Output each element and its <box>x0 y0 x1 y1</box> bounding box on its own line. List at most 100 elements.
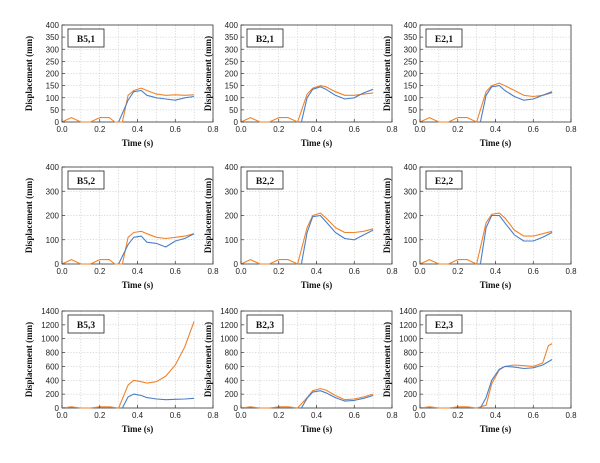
y-tick-label: 600 <box>46 362 60 371</box>
chart-panel: 0.0 0.2 0.4 0.6 0.8 0 100 200 300 400 Time (s) Disp… <box>24 163 219 290</box>
y-tick-label: 1200 <box>220 321 238 330</box>
y-tick-label: 600 <box>404 362 418 371</box>
y-tick-label: 0 <box>55 404 60 413</box>
chart-panel: 0.0 0.2 0.4 0.6 0.8 0 50 100 150 200 250 300 350 400 T… <box>382 21 577 148</box>
y-axis-title: Displacement (mm) <box>24 178 34 253</box>
x-tick-label: 0.4 <box>490 411 502 420</box>
y-tick-label: 300 <box>404 45 418 54</box>
x-tick-label: 0.8 <box>207 267 219 276</box>
y-tick-label: 150 <box>46 82 60 91</box>
series-line-blue <box>300 390 374 409</box>
x-tick-label: 0.8 <box>565 125 577 134</box>
y-tick-label: 50 <box>50 106 59 115</box>
x-axis-title: Time (s) <box>122 138 154 148</box>
y-tick-label: 400 <box>225 163 239 172</box>
y-tick-label: 1400 <box>399 307 417 316</box>
x-tick-label: 0.2 <box>273 411 285 420</box>
y-tick-label: 1400 <box>220 307 238 316</box>
x-tick-label: 0.2 <box>94 411 106 420</box>
x-tick-label: 0.4 <box>132 411 144 420</box>
y-tick-label: 200 <box>404 390 418 399</box>
y-tick-label: 350 <box>225 33 239 42</box>
y-tick-label: 200 <box>404 212 418 221</box>
panel-label-box <box>67 170 105 190</box>
y-tick-label: 350 <box>46 33 60 42</box>
y-tick-label: 100 <box>404 94 418 103</box>
y-axis-title: Displacement (mm) <box>24 36 34 111</box>
series-line-orange <box>61 87 195 123</box>
y-tick-label: 0 <box>413 404 418 413</box>
panel-label: E2,3 <box>435 321 453 331</box>
y-tick-label: 100 <box>46 236 60 245</box>
y-tick-label: 100 <box>404 236 418 245</box>
x-tick-label: 0.6 <box>349 267 361 276</box>
y-tick-label: 0 <box>55 260 60 269</box>
x-tick-label: 0.0 <box>235 267 247 276</box>
x-tick-label: 0.0 <box>56 411 68 420</box>
y-tick-label: 1000 <box>399 335 417 344</box>
series-line-blue <box>118 233 195 265</box>
panel-label: B2,1 <box>256 35 274 45</box>
x-tick-label: 0.6 <box>528 267 540 276</box>
series-line-blue <box>479 359 553 409</box>
series-line-blue <box>479 214 553 265</box>
panel-label-box <box>246 314 284 334</box>
chart-panel: 0.0 0.2 0.4 0.6 0.8 0 200 400 600 800 1000 1200 1400… <box>24 307 219 434</box>
x-tick-label: 0.8 <box>565 267 577 276</box>
y-tick-label: 800 <box>46 349 60 358</box>
series-line-blue <box>300 86 374 123</box>
x-tick-label: 0.2 <box>273 267 285 276</box>
panel-label: E2,2 <box>435 177 453 187</box>
x-tick-label: 0.2 <box>94 125 106 134</box>
y-tick-label: 200 <box>225 212 239 221</box>
x-axis-title: Time (s) <box>301 280 333 290</box>
y-tick-label: 400 <box>404 376 418 385</box>
y-tick-label: 0 <box>413 118 418 127</box>
y-tick-label: 400 <box>46 376 60 385</box>
chart-panel: 0.0 0.2 0.4 0.6 0.8 0 50 100 150 200 250 300 350 400 T… <box>203 21 398 148</box>
x-tick-label: 0.0 <box>56 125 68 134</box>
series-line-orange <box>419 343 553 409</box>
chart-panel: 0.0 0.2 0.4 0.6 0.8 0 200 400 600 800 1000 1200 1400… <box>382 307 577 434</box>
y-tick-label: 200 <box>46 390 60 399</box>
y-tick-label: 800 <box>225 349 239 358</box>
x-axis-title: Time (s) <box>480 138 512 148</box>
y-tick-label: 250 <box>404 57 418 66</box>
y-tick-label: 300 <box>225 187 239 196</box>
y-tick-label: 100 <box>225 236 239 245</box>
series-line-blue <box>121 393 195 409</box>
x-tick-label: 0.8 <box>207 411 219 420</box>
panel-label-box <box>425 28 463 48</box>
y-tick-label: 300 <box>46 187 60 196</box>
x-tick-label: 0.8 <box>207 125 219 134</box>
series-line-blue <box>300 214 374 265</box>
x-tick-label: 0.8 <box>386 267 398 276</box>
y-tick-label: 50 <box>229 106 238 115</box>
y-tick-label: 300 <box>404 187 418 196</box>
y-axis-title: Displacement (mm) <box>382 322 392 397</box>
series-line-orange <box>419 212 553 265</box>
panel-label-box <box>246 170 284 190</box>
x-axis-title: Time (s) <box>122 424 154 434</box>
chart-panel: 0.0 0.2 0.4 0.6 0.8 0 50 100 150 200 250 300 350 400 T… <box>24 21 219 148</box>
x-tick-label: 0.6 <box>170 125 182 134</box>
panel-label: B5,1 <box>77 35 95 45</box>
x-axis-title: Time (s) <box>301 424 333 434</box>
series-line-blue <box>118 89 195 123</box>
x-tick-label: 0.4 <box>311 125 323 134</box>
x-tick-label: 0.6 <box>349 411 361 420</box>
panel-label: E2,1 <box>435 35 453 45</box>
y-axis-title: Displacement (mm) <box>203 322 213 397</box>
x-tick-label: 0.8 <box>565 411 577 420</box>
x-tick-label: 0.4 <box>132 125 144 134</box>
x-tick-label: 0.2 <box>452 267 464 276</box>
x-axis-title: Time (s) <box>480 280 512 290</box>
y-tick-label: 1200 <box>399 321 417 330</box>
x-tick-label: 0.6 <box>528 411 540 420</box>
chart-panel: 0.0 0.2 0.4 0.6 0.8 0 200 400 600 800 1000 1200 1400… <box>203 307 398 434</box>
y-tick-label: 1000 <box>220 335 238 344</box>
series-line-orange <box>419 82 553 123</box>
x-tick-label: 0.6 <box>170 411 182 420</box>
y-tick-label: 200 <box>225 70 239 79</box>
